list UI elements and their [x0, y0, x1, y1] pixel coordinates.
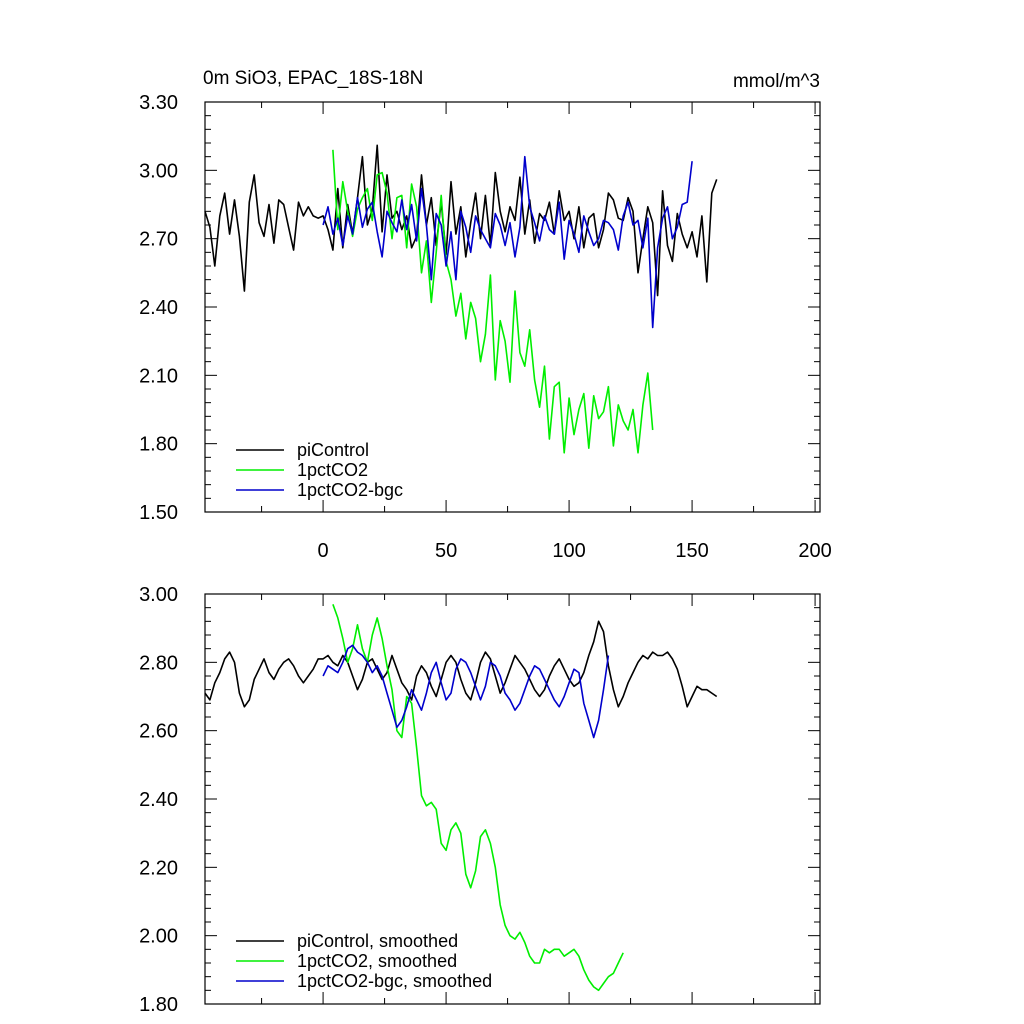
bottom-series-lines: [204, 604, 718, 992]
top-series-line-0: [204, 144, 718, 297]
bottom-ytick-label: 3.00: [139, 584, 178, 606]
bottom-axes-ticks: 1.80 2.00 2.20 2.40 2.60 2.80 3.00: [139, 584, 820, 1016]
top-ytick-label: 1.80: [139, 434, 178, 456]
bottom-ytick-label: 2.40: [139, 789, 178, 811]
top-legend-label-0: piControl: [297, 440, 369, 460]
bottom-series-line-2: [322, 644, 610, 739]
top-xtick-label: 0: [318, 540, 329, 562]
top-legend-label-2: 1pctCO2-bgc: [297, 480, 403, 500]
top-xtick-label: 150: [675, 540, 708, 562]
top-ytick-label: 2.40: [139, 297, 178, 319]
top-plot-frame: [204, 101, 821, 513]
top-legend-label-1: 1pctCO2: [297, 460, 368, 480]
top-xtick-label: 50: [435, 540, 457, 562]
top-ytick-label: 1.50: [139, 502, 178, 524]
bottom-ytick-label: 2.20: [139, 857, 178, 879]
top-series-line-2: [322, 155, 693, 329]
bottom-legend-label-2: 1pctCO2-bgc, smoothed: [297, 971, 492, 991]
top-ytick-label: 3.00: [139, 160, 178, 182]
top-xtick-label: 100: [552, 540, 585, 562]
bottom-series-line-1: [332, 604, 624, 992]
top-panel-title: 0m SiO3, EPAC_18S-18N: [203, 68, 423, 89]
bottom-series-line-0: [204, 620, 718, 708]
bottom-legend-label-1: 1pctCO2, smoothed: [297, 951, 457, 971]
bottom-ytick-label: 1.80: [139, 994, 178, 1016]
top-ytick-label: 3.30: [139, 92, 178, 114]
bottom-ytick-label: 2.60: [139, 721, 178, 743]
top-axes-ticks: 1.50 1.80 2.10 2.40 2.70 3.00 3.30 0 50 100 150 200: [139, 92, 832, 562]
top-ytick-label: 2.70: [139, 229, 178, 251]
bottom-legend-label-0: piControl, smoothed: [297, 931, 458, 951]
top-series-lines: [204, 144, 718, 454]
top-xtick-label: 200: [798, 540, 831, 562]
bottom-ytick-label: 2.00: [139, 926, 178, 948]
top-ytick-label: 2.10: [139, 365, 178, 387]
top-panel-units: mmol/m^3: [733, 71, 820, 92]
top-panel: 0m SiO3, EPAC_18S-18N mmol/m^3 1.50 1.80 2…: [139, 68, 832, 562]
bottom-ytick-label: 2.80: [139, 652, 178, 674]
bottom-plot-frame: [204, 593, 821, 1005]
top-series-line-1: [332, 149, 654, 454]
bottom-panel: 1.80 2.00 2.20 2.40 2.60 2.80 3.00 piControl, …: [139, 584, 821, 1016]
